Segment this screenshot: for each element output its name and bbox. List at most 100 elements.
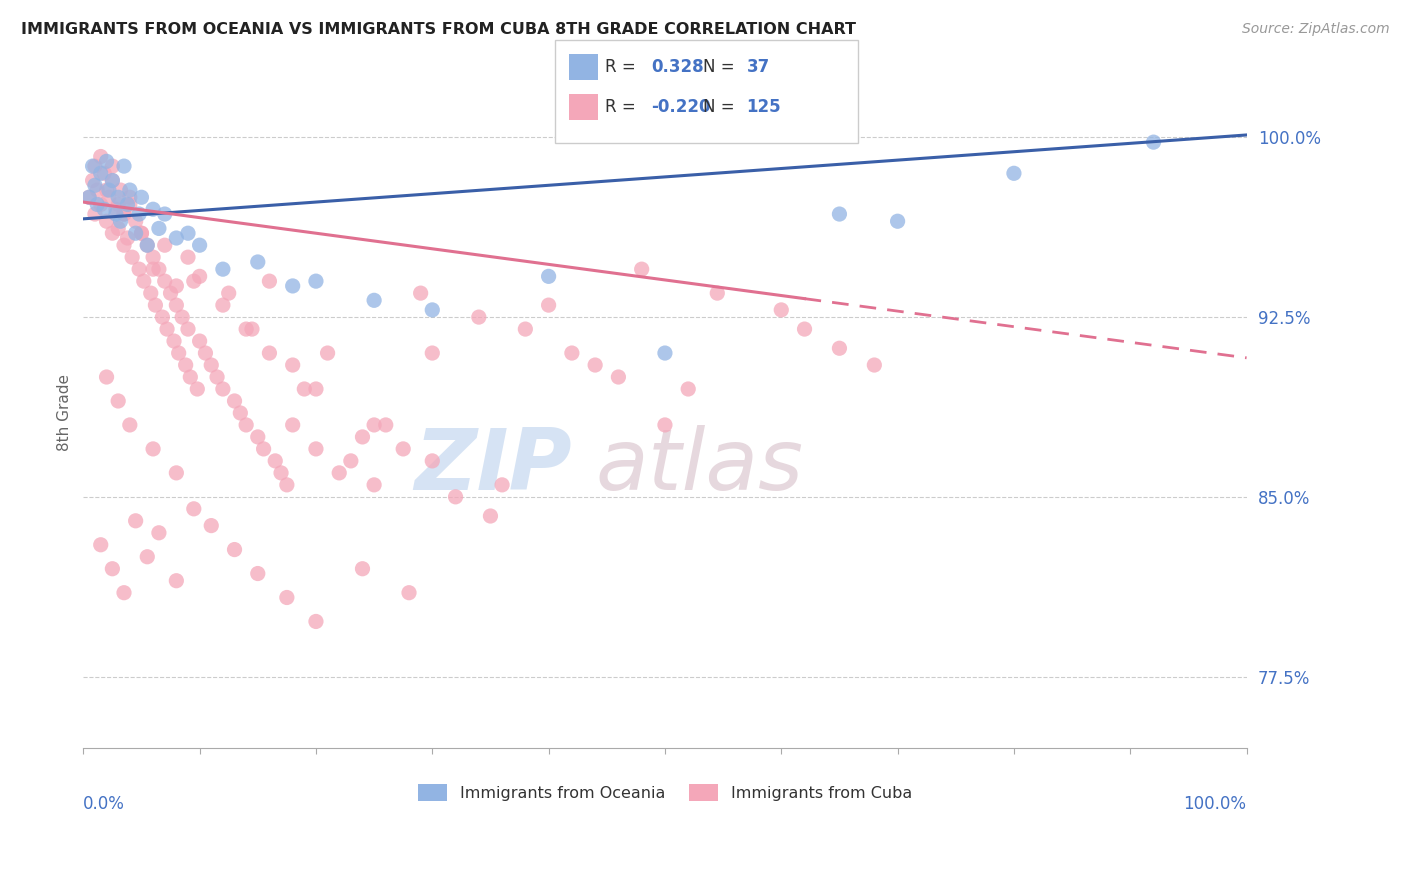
Point xyxy=(218,286,240,301)
Point xyxy=(110,214,132,228)
Point xyxy=(363,293,385,308)
Point xyxy=(183,501,205,516)
Point xyxy=(136,238,159,252)
Point xyxy=(112,238,135,252)
Point xyxy=(352,430,374,444)
Text: R =: R = xyxy=(605,58,636,76)
Point xyxy=(128,262,150,277)
Point xyxy=(118,190,141,204)
Point xyxy=(124,514,146,528)
Text: 100.0%: 100.0% xyxy=(1184,796,1247,814)
Text: 0.0%: 0.0% xyxy=(83,796,125,814)
Point xyxy=(152,310,174,324)
Point xyxy=(374,417,396,432)
Point xyxy=(153,238,176,252)
Point xyxy=(259,346,281,360)
Point xyxy=(165,298,187,312)
Point xyxy=(177,226,200,240)
Point xyxy=(246,430,269,444)
Point xyxy=(292,382,315,396)
Point xyxy=(97,190,120,204)
Point xyxy=(392,442,415,456)
Point xyxy=(177,250,200,264)
Point xyxy=(174,358,197,372)
Point xyxy=(104,202,127,217)
Point xyxy=(259,274,281,288)
Point xyxy=(107,221,129,235)
Point xyxy=(93,202,115,217)
Point xyxy=(654,346,676,360)
Point xyxy=(177,322,200,336)
Point xyxy=(235,322,257,336)
Text: 125: 125 xyxy=(747,98,782,116)
Point xyxy=(84,207,107,221)
Point xyxy=(136,549,159,564)
Point xyxy=(101,173,124,187)
Point xyxy=(118,183,141,197)
Point xyxy=(132,274,155,288)
Point xyxy=(863,358,886,372)
Point xyxy=(104,207,127,221)
Point xyxy=(328,466,350,480)
Point xyxy=(246,255,269,269)
Point xyxy=(828,207,851,221)
Text: -0.220: -0.220 xyxy=(651,98,710,116)
Point xyxy=(468,310,491,324)
Point xyxy=(124,214,146,228)
Point xyxy=(77,190,100,204)
Point xyxy=(167,346,190,360)
Point xyxy=(224,542,246,557)
Point xyxy=(148,262,170,277)
Point xyxy=(188,269,211,284)
Point xyxy=(142,262,165,277)
Point xyxy=(128,207,150,221)
Point xyxy=(420,302,443,317)
Point xyxy=(84,159,107,173)
Point xyxy=(1142,135,1164,149)
Point xyxy=(165,466,187,480)
Point xyxy=(112,207,135,221)
Point xyxy=(398,585,420,599)
Text: IMMIGRANTS FROM OCEANIA VS IMMIGRANTS FROM CUBA 8TH GRADE CORRELATION CHART: IMMIGRANTS FROM OCEANIA VS IMMIGRANTS FR… xyxy=(21,22,856,37)
Point xyxy=(186,382,208,396)
Point xyxy=(363,478,385,492)
Point xyxy=(165,231,187,245)
Text: N =: N = xyxy=(703,98,734,116)
Text: ZIP: ZIP xyxy=(415,425,572,508)
Point xyxy=(212,262,235,277)
Point xyxy=(131,190,153,204)
Point xyxy=(136,238,159,252)
Text: N =: N = xyxy=(703,58,734,76)
Point xyxy=(163,334,186,348)
Point xyxy=(179,370,201,384)
Point xyxy=(101,226,124,240)
Point xyxy=(183,274,205,288)
Point xyxy=(229,406,252,420)
Point xyxy=(142,442,165,456)
Point xyxy=(131,226,153,240)
Point xyxy=(281,279,304,293)
Point xyxy=(409,286,432,301)
Point xyxy=(117,231,139,245)
Point xyxy=(142,202,165,217)
Point xyxy=(82,173,104,187)
Point xyxy=(515,322,537,336)
Point xyxy=(145,298,167,312)
Point xyxy=(886,214,908,228)
Point xyxy=(153,274,176,288)
Point xyxy=(316,346,339,360)
Point xyxy=(148,221,170,235)
Point xyxy=(118,197,141,211)
Point xyxy=(305,382,328,396)
Point xyxy=(305,615,328,629)
Point xyxy=(270,466,292,480)
Y-axis label: 8th Grade: 8th Grade xyxy=(58,375,72,451)
Point xyxy=(491,478,513,492)
Point xyxy=(770,302,793,317)
Point xyxy=(90,149,112,163)
Point xyxy=(305,442,328,456)
Text: R =: R = xyxy=(605,98,636,116)
Point xyxy=(121,250,143,264)
Point xyxy=(264,454,287,468)
Point xyxy=(96,183,118,197)
